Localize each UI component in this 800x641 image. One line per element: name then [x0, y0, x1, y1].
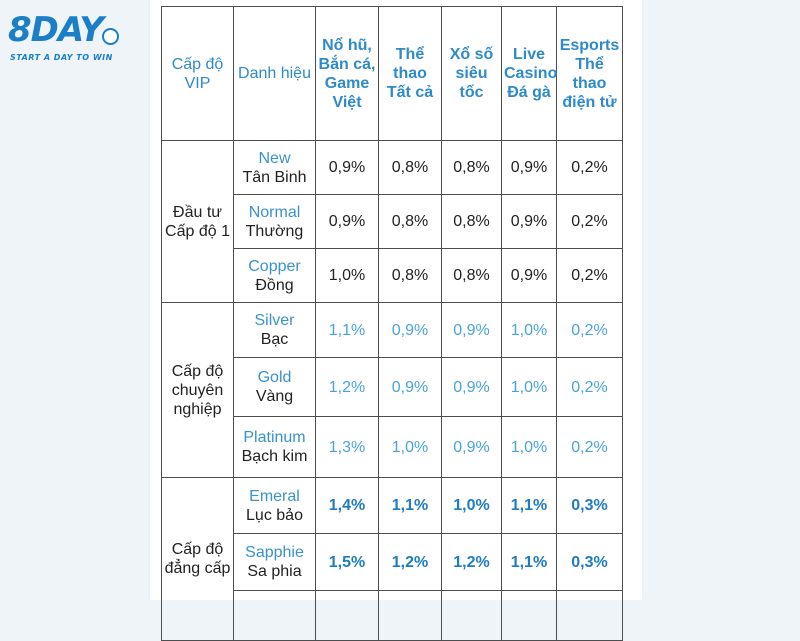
title-vn: Thường [245, 222, 304, 240]
title-en: Silver [254, 312, 295, 329]
rate-cell: 0,9% [441, 302, 502, 358]
rate-cell: 0,2% [556, 357, 623, 417]
header-sports: Thể thao Tất cả [378, 6, 442, 141]
title-en: Platinum [243, 429, 306, 446]
header-lottery: Xổ số siêu tốc [441, 6, 502, 141]
rate-cell [315, 590, 379, 641]
title-cell: Gold Vàng [233, 357, 316, 417]
rate-cell: 0,9% [501, 140, 557, 195]
logo-tagline: START A DAY TO WIN [10, 53, 113, 62]
table-row: Cấp độ chuyên nghiệp Silver Bạc 1,1% 0,9%… [161, 302, 623, 478]
rate-cell: 1,1% [501, 477, 557, 534]
title-en: New [258, 149, 291, 167]
table-row: Sapphie Sa phia 1,5% 1,2% 1,2% 1,1% 0,3% [162, 533, 623, 591]
header-esports: Esports Thể thao điện tử [556, 6, 623, 141]
table-row: Normal Thường 0,9% 0,8% 0,8% 0,9% 0,2% [162, 194, 623, 249]
rate-cell: 1,0% [501, 416, 557, 478]
rate-cell [378, 590, 442, 641]
table-row: Cấp độ đẳng cấp Emeral Lục bảo 1,4% 1,1% … [161, 477, 623, 641]
brand-logo: 8DAY START A DAY TO WIN [8, 10, 120, 70]
rate-cell: 1,0% [501, 357, 557, 417]
rate-cell: 0,3% [556, 533, 623, 591]
title-vn: Lục bảo [246, 506, 303, 524]
title-cell: Silver Bạc [233, 302, 316, 358]
rate-cell: 0,9% [315, 140, 379, 195]
rate-cell: 0,3% [556, 477, 623, 534]
rate-cell: 1,5% [315, 533, 379, 591]
rate-cell: 0,9% [501, 248, 557, 303]
vip-level-cell: Cấp độ chuyên nghiệp [161, 302, 234, 478]
rate-cell [441, 590, 502, 641]
rate-cell: 0,9% [501, 194, 557, 249]
table-row: Gold Vàng 1,2% 0,9% 0,9% 1,0% 0,2% [162, 357, 623, 417]
rate-cell: 1,2% [315, 357, 379, 417]
rate-cell: 1,2% [441, 533, 502, 591]
title-en: Copper [248, 257, 301, 275]
logo-wordmark: 8DAY [8, 10, 104, 50]
title-en: Gold [257, 369, 292, 386]
title-en: Normal [248, 203, 301, 221]
rate-cell: 0,9% [441, 357, 502, 417]
title-vn: Vàng [255, 388, 294, 405]
rate-cell: 1,0% [441, 477, 502, 534]
rate-cell: 0,9% [315, 194, 379, 249]
title-en: Emeral [249, 487, 300, 505]
title-cell: Emeral Lục bảo [233, 477, 316, 534]
rate-cell: 1,4% [315, 477, 379, 534]
vip-level-cell: Đầu tư Cấp độ 1 [161, 140, 234, 303]
title-cell: New Tân Binh [233, 140, 316, 195]
rate-cell: 0,2% [556, 302, 623, 358]
table-row: Copper Đồng 1,0% 0,8% 0,8% 0,9% 0,2% [162, 248, 623, 303]
rate-cell: 1,0% [378, 416, 442, 478]
title-cell: Copper Đồng [233, 248, 316, 303]
title-vn: Bạch kim [241, 448, 308, 465]
rate-cell: 1,1% [378, 477, 442, 534]
rate-cell: 0,9% [441, 416, 502, 478]
rate-cell: 0,8% [441, 248, 502, 303]
title-vn: Đồng [255, 276, 294, 294]
soccer-ball-icon [102, 28, 119, 45]
title-cell: Platinum Bạch kim [233, 416, 316, 478]
title-cell [233, 590, 316, 641]
header-vip-level: Cấp độ VIP [161, 6, 234, 141]
rate-cell: 0,2% [556, 248, 623, 303]
rate-cell: 1,1% [315, 302, 379, 358]
rate-cell: 0,9% [378, 302, 442, 358]
rate-cell: 0,8% [378, 140, 442, 195]
header-slots: Nổ hũ, Bắn cá, Game Việt [315, 6, 379, 141]
rate-cell: 0,2% [556, 194, 623, 249]
table-row: Đầu tư Cấp độ 1 New Tân Binh 0,9% 0,8% 0,… [161, 140, 623, 303]
vip-rebate-table: Cấp độ VIP Danh hiệu Nổ hũ, Bắn cá, Game… [161, 6, 623, 641]
rate-cell: 0,2% [556, 140, 623, 195]
rate-cell [501, 590, 557, 641]
rate-cell: 0,8% [441, 140, 502, 195]
rate-cell: 1,2% [378, 533, 442, 591]
rate-cell: 1,0% [315, 248, 379, 303]
rate-cell: 0,9% [378, 357, 442, 417]
title-vn: Tân Binh [242, 168, 307, 186]
rate-cell: 1,0% [501, 302, 557, 358]
rate-cell: 0,8% [378, 248, 442, 303]
header-title: Danh hiệu [233, 6, 316, 141]
vip-level-cell: Cấp độ đẳng cấp [161, 477, 234, 641]
rate-cell: 1,3% [315, 416, 379, 478]
title-en: Sapphie [245, 544, 304, 561]
rate-cell: 1,1% [501, 533, 557, 591]
header-live-casino: Live Casino Đá gà [501, 6, 557, 141]
rate-cell: 0,8% [441, 194, 502, 249]
rate-cell: 0,2% [556, 416, 623, 478]
rate-cell [556, 590, 623, 641]
table-header-row: Cấp độ VIP Danh hiệu Nổ hũ, Bắn cá, Game… [161, 6, 623, 141]
rate-cell: 0,8% [378, 194, 442, 249]
title-vn: Sa phia [247, 563, 302, 580]
title-vn: Bạc [260, 331, 289, 348]
title-cell: Sapphie Sa phia [233, 533, 316, 591]
title-cell: Normal Thường [233, 194, 316, 249]
